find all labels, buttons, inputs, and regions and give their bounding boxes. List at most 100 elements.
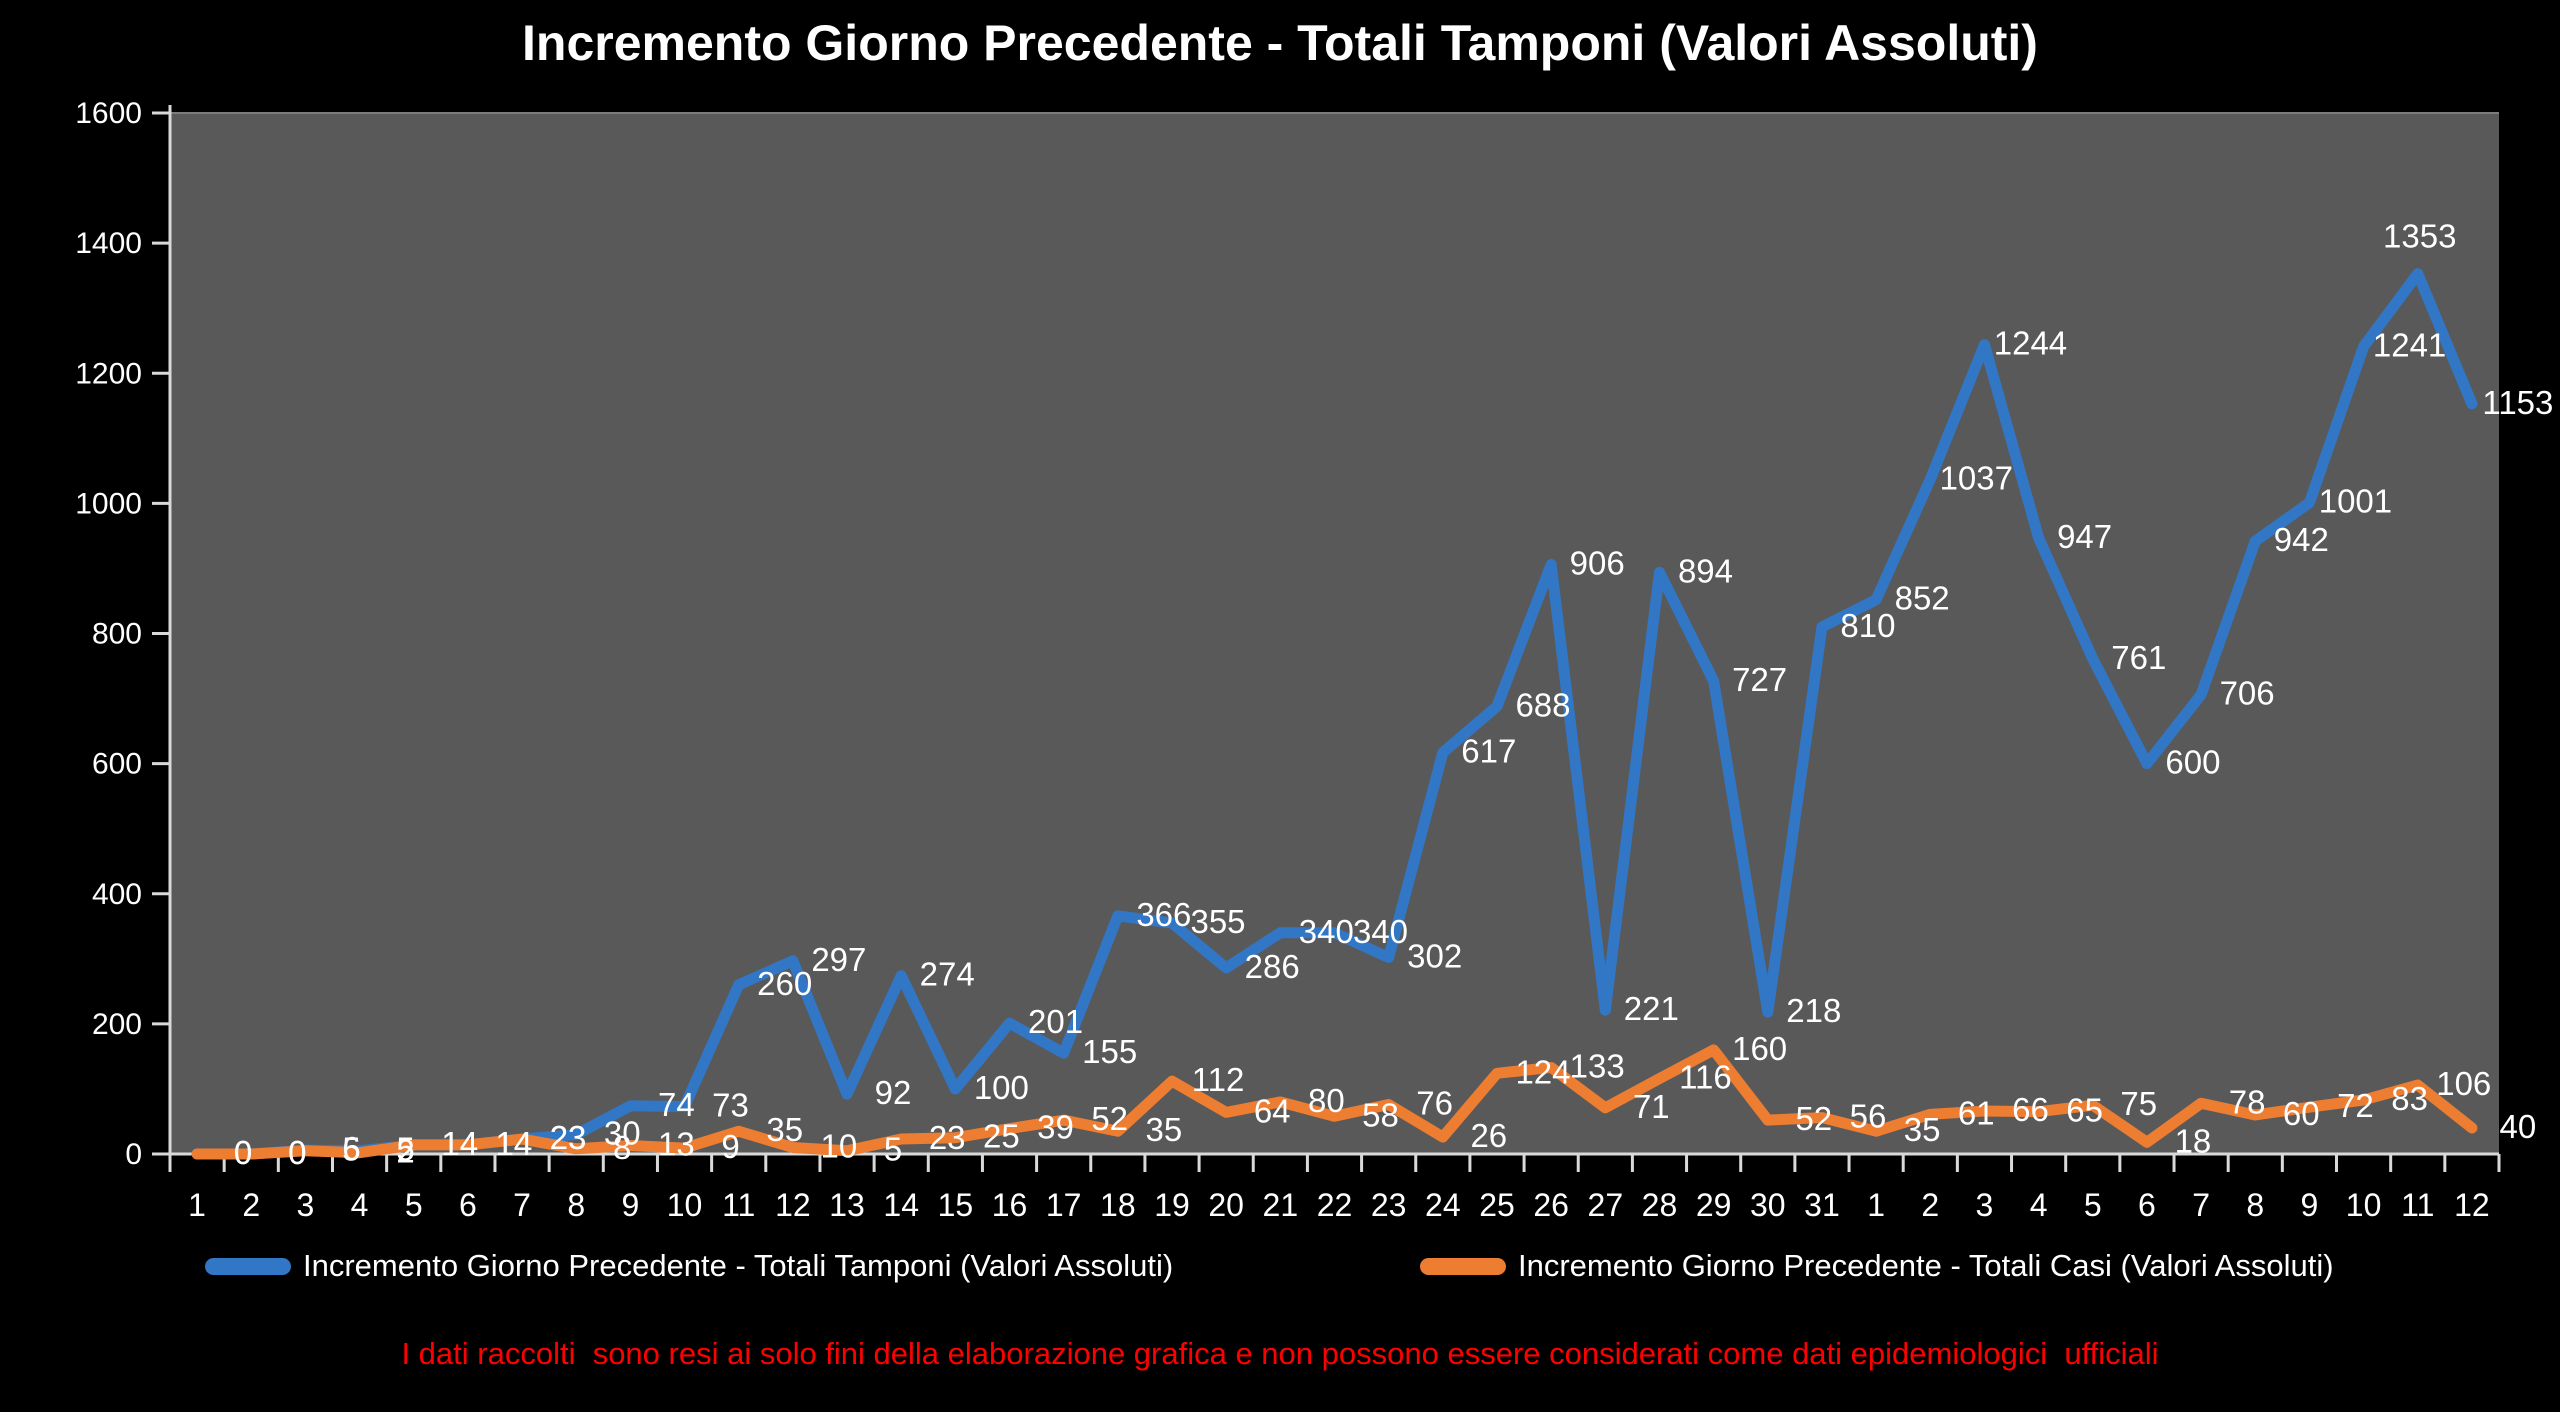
tamponi-data-label: 706: [2220, 675, 2275, 712]
x-axis-label: 25: [1479, 1187, 1515, 1223]
casi-data-label: 83: [2391, 1080, 2428, 1117]
casi-data-label: 10: [821, 1127, 858, 1164]
x-axis-label: 17: [1046, 1187, 1082, 1223]
x-axis-label: 1: [188, 1187, 206, 1223]
y-axis-label: 200: [92, 1008, 142, 1041]
casi-data-label: 106: [2436, 1065, 2491, 1102]
x-axis-label: 7: [513, 1187, 531, 1223]
x-axis-label: 22: [1317, 1187, 1353, 1223]
casi-data-label: 65: [2066, 1092, 2103, 1129]
tamponi-data-label: 297: [811, 941, 866, 978]
casi-data-label: 0: [234, 1134, 252, 1171]
x-axis-label: 5: [2084, 1187, 2102, 1223]
casi-data-label: 0: [288, 1134, 306, 1171]
x-axis-label: 2: [242, 1187, 260, 1223]
x-axis-label: 23: [1371, 1187, 1407, 1223]
y-axis-label: 1400: [75, 227, 142, 260]
chart-title: Incremento Giorno Precedente - Totali Ta…: [522, 15, 2038, 71]
casi-data-label: 23: [929, 1119, 966, 1156]
casi-data-label: 14: [496, 1125, 533, 1162]
x-axis-label: 24: [1425, 1187, 1461, 1223]
x-axis-label: 6: [2138, 1187, 2156, 1223]
tamponi-data-label: 302: [1407, 938, 1462, 975]
x-axis-label: 1: [1867, 1187, 1885, 1223]
legend: Incremento Giorno Precedente - Totali Ta…: [0, 1240, 2560, 1292]
casi-data-label: 116: [1679, 1059, 1732, 1096]
casi-data-label: 35: [766, 1111, 803, 1148]
x-axis-label: 8: [2246, 1187, 2264, 1223]
x-axis-label: 9: [2301, 1187, 2319, 1223]
tamponi-data-label: 617: [1461, 733, 1516, 770]
tamponi-data-label: 274: [920, 956, 975, 993]
tamponi-data-label: 14: [496, 1125, 533, 1162]
tamponi-data-label: 155: [1082, 1033, 1137, 1070]
tamponi-data-label: 74: [658, 1086, 695, 1123]
casi-data-label: 40: [2500, 1108, 2537, 1145]
casi-line-swatch: [1420, 1257, 1506, 1275]
x-axis-label: 16: [992, 1187, 1028, 1223]
tamponi-data-label: 947: [2057, 518, 2112, 555]
casi-data-label: 112: [1192, 1061, 1245, 1098]
tamponi-data-label: 1153: [2482, 384, 2553, 421]
disclaimer-text: I dati raccolti sono resi ai solo fini d…: [401, 1336, 2159, 1371]
x-axis-label: 18: [1100, 1187, 1136, 1223]
casi-data-label: 78: [2229, 1083, 2266, 1120]
x-axis-label: 30: [1750, 1187, 1786, 1223]
casi-data-label: 35: [1904, 1111, 1941, 1148]
tamponi-data-label: 366: [1136, 896, 1191, 933]
x-axis-label: 31: [1804, 1187, 1840, 1223]
x-axis-label: 3: [1976, 1187, 1994, 1223]
casi-data-label: 75: [2120, 1085, 2157, 1122]
tamponi-data-label: 1001: [2319, 483, 2392, 520]
casi-data-label: 61: [1958, 1094, 1995, 1131]
casi-data-label: 13: [658, 1126, 695, 1163]
casi-data-label: 72: [2337, 1087, 2374, 1124]
casi-data-label: 9: [721, 1128, 739, 1165]
x-axis-label: 13: [829, 1187, 865, 1223]
tamponi-data-label: 201: [1028, 1003, 1083, 1040]
tamponi-data-label: 688: [1515, 686, 1570, 723]
casi-data-label: 80: [1308, 1082, 1345, 1119]
legend-label-casi: Incremento Giorno Precedente - Totali Ca…: [1518, 1248, 2334, 1283]
x-axis-label: 11: [2401, 1187, 2434, 1223]
plot-area: [170, 113, 2499, 1154]
legend-item-casi[interactable]: Incremento Giorno Precedente - Totali Ca…: [1420, 1240, 2334, 1292]
x-axis-label: 5: [405, 1187, 423, 1223]
x-axis-label: 7: [2192, 1187, 2210, 1223]
tamponi-data-label: 942: [2274, 521, 2329, 558]
y-axis-label: 800: [92, 618, 142, 651]
tamponi-line-swatch: [205, 1257, 291, 1275]
x-axis-label: 29: [1696, 1187, 1732, 1223]
casi-data-label: 25: [983, 1118, 1020, 1155]
x-axis-label: 20: [1208, 1187, 1244, 1223]
tamponi-data-label: 286: [1245, 948, 1300, 985]
x-axis-label: 10: [2346, 1187, 2382, 1223]
casi-data-label: 5: [342, 1131, 360, 1168]
legend-item-tamponi[interactable]: Incremento Giorno Precedente - Totali Ta…: [205, 1240, 1173, 1292]
tamponi-data-label: 1244: [1994, 325, 2067, 362]
tamponi-data-label: 100: [974, 1069, 1029, 1106]
tamponi-data-label: 221: [1624, 990, 1679, 1027]
legend-label-tamponi: Incremento Giorno Precedente - Totali Ta…: [303, 1248, 1174, 1283]
casi-line[interactable]: [191, 1044, 2478, 1160]
tamponi-data-label: 1241: [2373, 327, 2446, 364]
x-axis-label: 14: [883, 1187, 919, 1223]
tamponi-data-label: 340: [1353, 913, 1408, 950]
x-axis-label: 10: [667, 1187, 703, 1223]
casi-data-label: 52: [1795, 1100, 1832, 1137]
x-axis-label: 15: [938, 1187, 974, 1223]
x-axis-label: 28: [1642, 1187, 1678, 1223]
casi-data-label: 23: [550, 1119, 587, 1156]
x-axis-label: 12: [775, 1187, 811, 1223]
x-axis-label: 26: [1533, 1187, 1569, 1223]
casi-data-label: 2: [396, 1133, 414, 1170]
tamponi-data-label: 340: [1299, 913, 1354, 950]
tamponi-line[interactable]: [191, 268, 2478, 1160]
x-axis-label: 27: [1588, 1187, 1624, 1223]
casi-data-label: 8: [613, 1129, 631, 1166]
casi-data-label: 18: [2175, 1122, 2212, 1159]
y-axis-label: 1000: [75, 487, 142, 520]
casi-data-label: 39: [1037, 1109, 1074, 1146]
tamponi-data-label: 894: [1678, 552, 1733, 589]
